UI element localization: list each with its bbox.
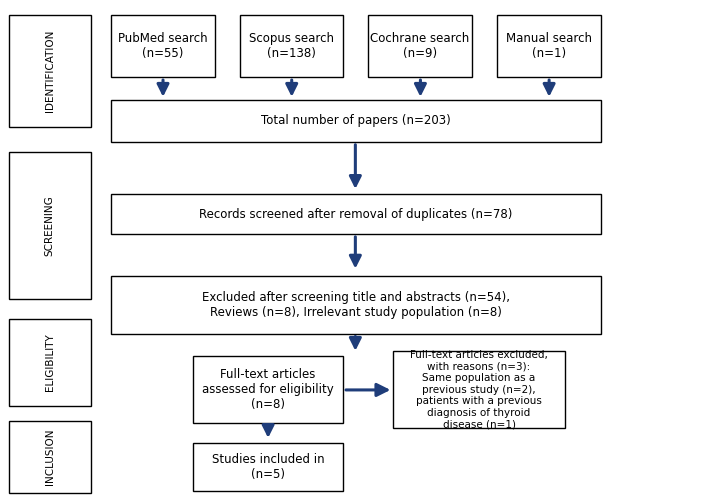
Text: PubMed search
(n=55): PubMed search (n=55): [118, 32, 207, 60]
FancyBboxPatch shape: [193, 356, 343, 423]
FancyBboxPatch shape: [368, 15, 472, 77]
Text: INCLUSION: INCLUSION: [45, 429, 54, 485]
Text: Excluded after screening title and abstracts (n=54),
Reviews (n=8), Irrelevant s: Excluded after screening title and abstr…: [202, 291, 510, 319]
Text: Records screened after removal of duplicates (n=78): Records screened after removal of duplic…: [199, 208, 513, 221]
FancyBboxPatch shape: [111, 194, 601, 234]
FancyBboxPatch shape: [497, 15, 601, 77]
Text: SCREENING: SCREENING: [45, 195, 54, 255]
FancyBboxPatch shape: [9, 15, 91, 127]
FancyBboxPatch shape: [393, 351, 565, 428]
Text: Scopus search
(n=138): Scopus search (n=138): [249, 32, 334, 60]
FancyBboxPatch shape: [9, 152, 91, 299]
Text: Manual search
(n=1): Manual search (n=1): [506, 32, 592, 60]
Text: Cochrane search
(n=9): Cochrane search (n=9): [370, 32, 470, 60]
Text: Total number of papers (n=203): Total number of papers (n=203): [261, 114, 450, 127]
Text: Full-text articles
assessed for eligibility
(n=8): Full-text articles assessed for eligibil…: [202, 368, 334, 411]
Text: Studies included in
(n=5): Studies included in (n=5): [212, 453, 325, 481]
FancyBboxPatch shape: [240, 15, 343, 77]
FancyBboxPatch shape: [193, 443, 343, 491]
FancyBboxPatch shape: [9, 319, 91, 406]
FancyBboxPatch shape: [9, 421, 91, 493]
Text: ELIGIBILITY: ELIGIBILITY: [45, 334, 54, 391]
Text: IDENTIFICATION: IDENTIFICATION: [45, 30, 54, 112]
FancyBboxPatch shape: [111, 100, 601, 142]
FancyBboxPatch shape: [111, 276, 601, 334]
FancyBboxPatch shape: [111, 15, 214, 77]
Text: Full-text articles excluded,
with reasons (n=3):
Same population as a
previous s: Full-text articles excluded, with reason…: [410, 350, 548, 429]
